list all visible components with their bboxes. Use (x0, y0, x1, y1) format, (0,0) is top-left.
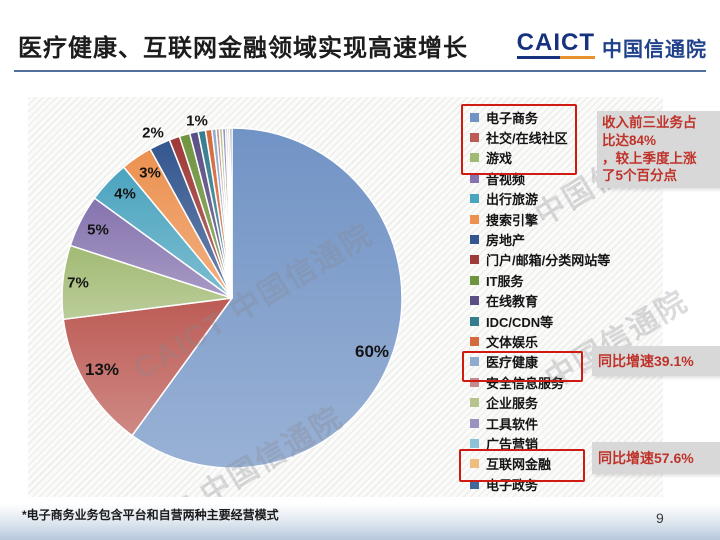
legend-item: 出行旅游 (470, 189, 610, 209)
pie-chart (61, 127, 403, 469)
legend-label: 文体娱乐 (486, 334, 539, 350)
legend-item: 搜索引擎 (470, 209, 610, 229)
legend-swatch (470, 153, 479, 163)
legend-item: 医疗健康 (470, 352, 610, 372)
legend-swatch (470, 398, 479, 408)
legend-label: 社交/在线社区 (486, 131, 568, 147)
legend-label: 企业服务 (486, 396, 539, 412)
legend-label: 门户/邮箱/分类网站等 (486, 253, 611, 269)
legend-item: 安全信息服务 (470, 372, 610, 392)
legend-item: IT服务 (470, 270, 610, 290)
annotation-healthcare-growth: 同比增速39.1% (592, 346, 720, 376)
legend-label: 音视频 (486, 171, 526, 187)
page-title: 医疗健康、互联网金融领域实现高速增长 (18, 35, 468, 62)
legend-label: 安全信息服务 (486, 375, 565, 391)
legend-label: IDC/CDN等 (486, 314, 554, 330)
pie-slice (131, 127, 403, 469)
pie-data-label: 2% (142, 124, 164, 142)
highlight-box-healthcare (462, 351, 583, 382)
legend-item: 音视频 (470, 168, 610, 188)
legend-item: 企业服务 (470, 392, 610, 412)
legend-swatch (470, 479, 479, 489)
legend-label: 互联网金融 (486, 457, 552, 473)
legend-swatch (470, 255, 479, 265)
legend-label: 游戏 (486, 151, 513, 167)
legend-swatch (470, 418, 479, 428)
annotation-fintech-growth: 同比增速57.6% (592, 442, 720, 474)
footnote: *电子商务业务包含平台和自营两种主要经营模式 (22, 508, 279, 522)
chart-panel: 60%13%7%5%4%3%2%1% CAICT 中国信通院 CAICT 中国信… (28, 97, 663, 497)
annotation-revenue-share: 收入前三业务占 比达84% ，较上季度上涨 了5个百分点 (597, 111, 720, 189)
legend-item: IDC/CDN等 (470, 311, 610, 331)
legend-item: 互联网金融 (470, 454, 610, 474)
legend-swatch (470, 194, 479, 204)
highlight-box-top3-categories (461, 104, 577, 175)
pie-data-label: 1% (186, 112, 208, 130)
legend: 电子商务社交/在线社区 游戏音视频出行旅游搜索引擎房地产门户/邮箱/分类网站等 IT… (470, 107, 610, 494)
title-divider (14, 70, 706, 72)
legend-item: 工具软件 (470, 413, 610, 433)
pie-slice (62, 297, 233, 437)
pie-data-label: 7% (67, 274, 89, 292)
legend-item: 门户/邮箱/分类网站等 (470, 250, 610, 270)
legend-label: 在线教育 (486, 294, 539, 310)
legend-swatch (470, 336, 479, 346)
legend-swatch (470, 235, 479, 245)
legend-swatch (470, 214, 479, 224)
legend-item: 广告营销 (470, 433, 610, 453)
caict-logo-underline (516, 56, 595, 59)
legend-swatch (470, 296, 479, 306)
legend-swatch (470, 438, 479, 448)
pie-data-label: 3% (139, 164, 161, 182)
caict-logo-latin: CAICT (516, 31, 595, 59)
legend-item: 游戏 (470, 148, 610, 168)
highlight-box-fintech (459, 449, 585, 482)
pie-data-label: 4% (114, 185, 136, 203)
page-number: 9 (656, 510, 664, 526)
legend-item: 房地产 (470, 229, 610, 249)
pie-data-label: 60% (354, 342, 390, 361)
legend-label: 搜索引擎 (486, 212, 539, 228)
pie-slice (229, 127, 233, 299)
legend-swatch (470, 377, 479, 387)
legend-swatch (470, 275, 479, 285)
legend-item: 电子商务 (470, 107, 610, 127)
caict-logo-chinese: 中国信通院 (602, 39, 707, 61)
legend-item: 文体娱乐 (470, 331, 610, 351)
footer-bar (0, 504, 720, 540)
legend-item: 社交/在线社区 (470, 127, 610, 147)
legend-swatch (470, 459, 479, 469)
legend-label: IT服务 (486, 273, 524, 289)
legend-swatch (470, 357, 479, 367)
legend-label: 房地产 (486, 233, 526, 249)
caict-logo: CAICT 中国信通院 (516, 31, 707, 62)
legend-swatch (470, 173, 479, 183)
legend-label: 广告营销 (486, 436, 539, 452)
legend-swatch (470, 133, 479, 143)
legend-label: 医疗健康 (486, 355, 539, 371)
legend-label: 电子商务 (486, 110, 539, 126)
pie-data-label: 13% (84, 360, 120, 379)
legend-swatch (470, 112, 479, 122)
legend-label: 工具软件 (486, 416, 539, 432)
pie-data-label: 5% (87, 221, 109, 239)
legend-item: 在线教育 (470, 291, 610, 311)
legend-label: 出行旅游 (486, 192, 539, 208)
legend-swatch (470, 316, 479, 326)
